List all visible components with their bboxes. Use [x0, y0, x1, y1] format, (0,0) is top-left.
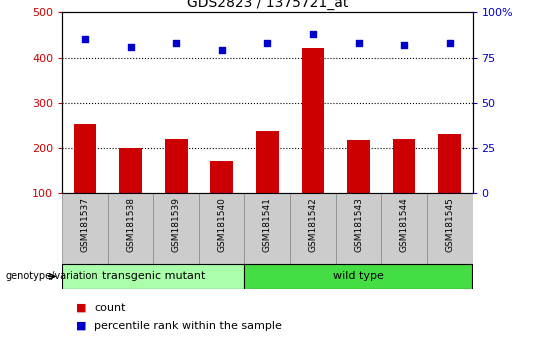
- Bar: [347, 140, 370, 193]
- Text: ■: ■: [76, 303, 86, 313]
- Point: [308, 31, 317, 37]
- Text: GSM181538: GSM181538: [126, 197, 135, 252]
- Text: GSM181540: GSM181540: [217, 197, 226, 252]
- Bar: [153, 193, 199, 264]
- Text: GSM181543: GSM181543: [354, 197, 363, 252]
- Text: GSM181544: GSM181544: [400, 198, 409, 252]
- Text: ■: ■: [76, 321, 86, 331]
- Bar: [107, 193, 153, 264]
- Point: [80, 37, 89, 42]
- Bar: [165, 139, 187, 193]
- Text: genotype/variation: genotype/variation: [5, 272, 98, 281]
- Bar: [290, 193, 336, 264]
- Point: [126, 44, 135, 50]
- Point: [354, 40, 363, 46]
- Bar: [336, 193, 381, 264]
- Bar: [427, 193, 472, 264]
- Text: GSM181539: GSM181539: [172, 197, 180, 252]
- Bar: [62, 193, 107, 264]
- Bar: [62, 264, 245, 289]
- Bar: [301, 47, 325, 193]
- Text: GSM181537: GSM181537: [80, 197, 90, 252]
- Bar: [256, 131, 279, 193]
- Bar: [393, 139, 415, 193]
- Text: transgenic mutant: transgenic mutant: [102, 272, 205, 281]
- Bar: [245, 193, 290, 264]
- Point: [400, 42, 408, 48]
- Text: wild type: wild type: [333, 272, 384, 281]
- Bar: [73, 124, 96, 193]
- Text: GSM181541: GSM181541: [263, 197, 272, 252]
- Point: [446, 40, 454, 46]
- Point: [218, 47, 226, 53]
- Text: count: count: [94, 303, 126, 313]
- Text: percentile rank within the sample: percentile rank within the sample: [94, 321, 282, 331]
- Text: GSM181542: GSM181542: [308, 198, 318, 252]
- Title: GDS2823 / 1375721_at: GDS2823 / 1375721_at: [187, 0, 348, 10]
- Bar: [119, 148, 142, 193]
- Bar: [199, 193, 245, 264]
- Point: [263, 40, 272, 46]
- Text: GSM181545: GSM181545: [445, 197, 454, 252]
- Bar: [438, 134, 461, 193]
- Bar: [245, 264, 472, 289]
- Bar: [210, 161, 233, 193]
- Bar: [381, 193, 427, 264]
- Point: [172, 40, 180, 46]
